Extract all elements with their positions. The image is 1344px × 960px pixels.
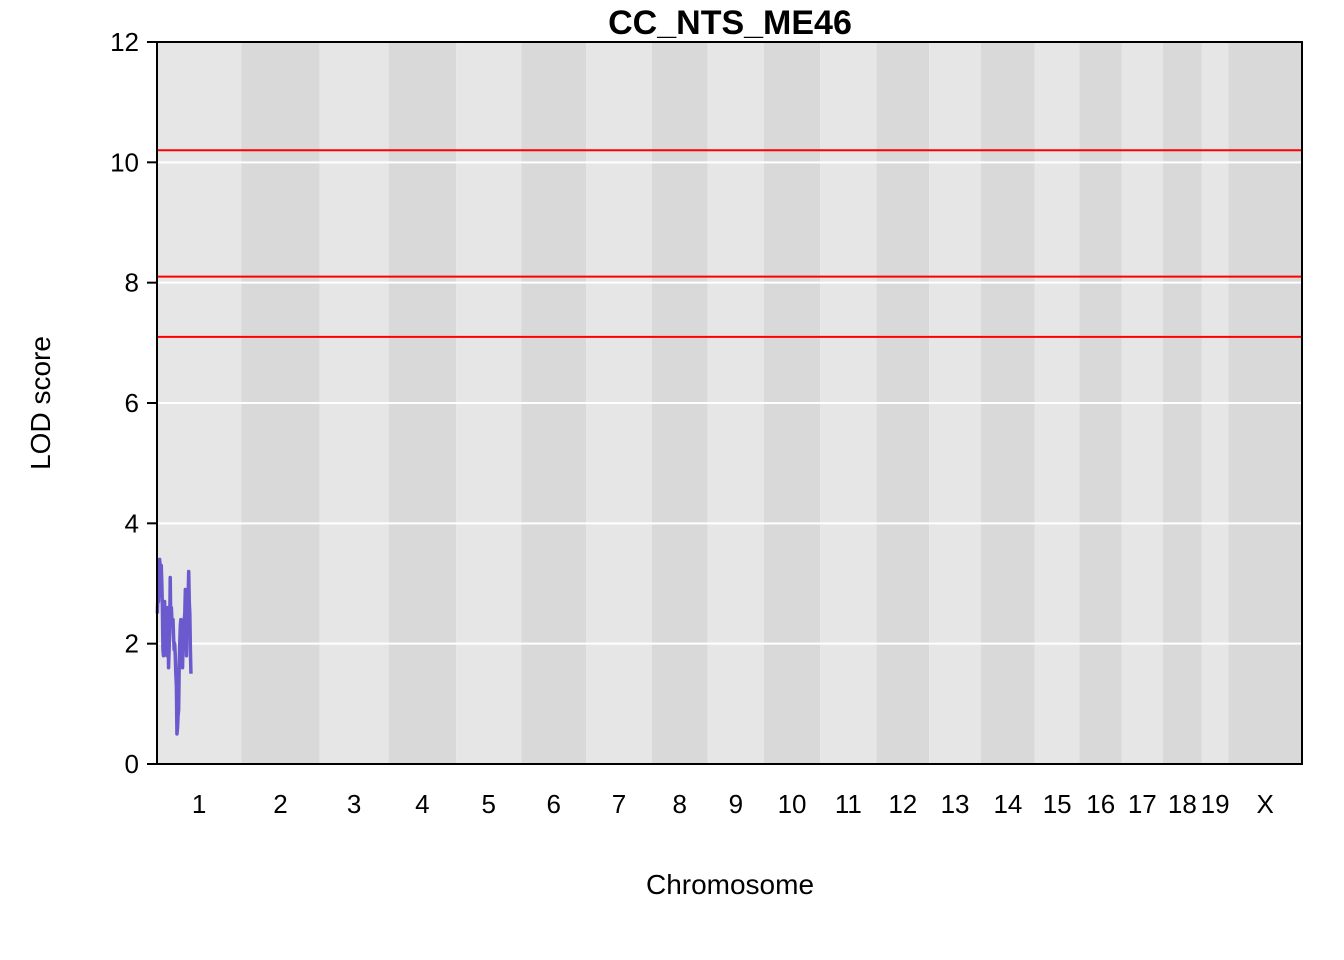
- x-tick-label: 19: [1201, 789, 1230, 819]
- x-tick-label: 8: [673, 789, 687, 819]
- y-tick-label: 12: [110, 27, 139, 57]
- x-tick-label: 5: [482, 789, 496, 819]
- y-tick-label: 8: [125, 268, 139, 298]
- x-tick-label: X: [1256, 789, 1273, 819]
- y-tick-label: 0: [125, 749, 139, 779]
- x-tick-label: 1: [192, 789, 206, 819]
- x-tick-label: 2: [273, 789, 287, 819]
- x-tick-label: 11: [835, 789, 862, 819]
- x-tick-label: 10: [778, 789, 807, 819]
- x-axis: 1 2 3 4 5 6 7 8 9 10 11 12 13 14 15 16 17 18 19 X: [192, 789, 1274, 819]
- x-tick-label: 12: [888, 789, 917, 819]
- x-tick-label: 17: [1128, 789, 1157, 819]
- x-axis-label: Chromosome: [646, 869, 814, 900]
- y-tick-label: 4: [125, 508, 139, 538]
- y-axis: 0 2 4 6 8 10 12: [110, 27, 157, 779]
- x-tick-label: 14: [993, 789, 1022, 819]
- lod-curve: [155, 557, 193, 736]
- y-tick-label: 6: [125, 388, 139, 418]
- threshold-lines: [157, 149, 1302, 338]
- x-tick-label: 18: [1168, 789, 1197, 819]
- x-tick-label: 7: [612, 789, 626, 819]
- y-axis-label: LOD score: [25, 336, 56, 470]
- x-tick-label: 3: [347, 789, 361, 819]
- x-tick-label: 13: [941, 789, 970, 819]
- x-tick-label: 4: [415, 789, 429, 819]
- grid-lines: [157, 161, 1302, 645]
- x-tick-label: 16: [1086, 789, 1115, 819]
- x-tick-label: 15: [1043, 789, 1072, 819]
- y-tick-label: 2: [125, 629, 139, 659]
- chart-title: CC_NTS_ME46: [608, 4, 852, 42]
- lod-series-line: [155, 557, 193, 736]
- x-tick-label: 9: [729, 789, 743, 819]
- y-tick-label: 10: [110, 147, 139, 177]
- x-tick-label: 6: [547, 789, 561, 819]
